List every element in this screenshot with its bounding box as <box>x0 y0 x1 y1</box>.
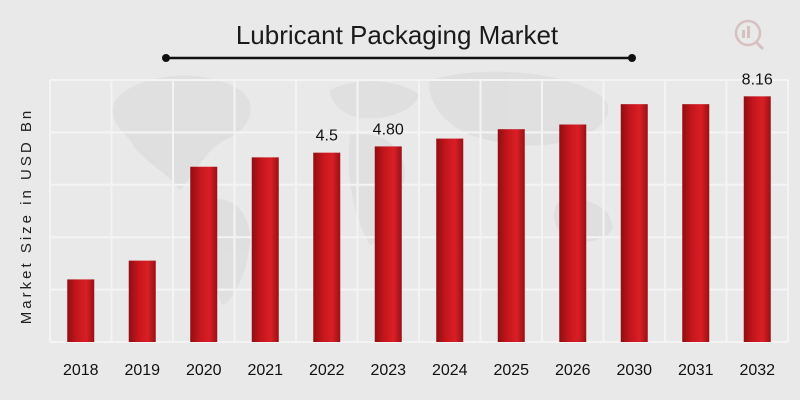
bar-2023 <box>374 146 402 342</box>
x-tick-label-2023: 2023 <box>370 362 406 379</box>
chart-grid <box>49 79 789 343</box>
data-label-2022: 4.5 <box>316 128 338 145</box>
bars-group <box>67 96 771 342</box>
x-tick-label-2018: 2018 <box>63 362 99 379</box>
world-map-backdrop <box>112 71 613 305</box>
data-labels: 4.5 4.80 8.16 <box>316 71 773 144</box>
x-tick-label-2032: 2032 <box>739 362 775 379</box>
bar-2030 <box>620 104 648 342</box>
x-tick-label-2030: 2030 <box>616 362 652 379</box>
bar-2025 <box>497 129 525 342</box>
bar-2031 <box>682 104 710 342</box>
title-underline <box>162 54 636 62</box>
x-tick-label-2021: 2021 <box>247 362 283 379</box>
x-tick-label-2026: 2026 <box>555 362 591 379</box>
bar-2021 <box>251 157 279 342</box>
bar-2032 <box>743 96 771 342</box>
data-label-2032: 8.16 <box>742 71 773 88</box>
bar-2020 <box>190 166 218 342</box>
x-tick-labels: 2018 2019 2020 2021 2022 2023 2024 2025 2026 2030… <box>63 362 775 379</box>
underline-dot-right <box>628 54 636 62</box>
bar-2019 <box>128 260 156 342</box>
bar-2018 <box>67 279 95 342</box>
bar-2022 <box>313 152 341 342</box>
y-axis-label: Market Size in USD Bn <box>18 108 35 324</box>
chart-title: Lubricant Packaging Market <box>236 20 559 50</box>
bar-2024 <box>436 138 464 342</box>
bar-2026 <box>559 124 587 342</box>
x-tick-label-2025: 2025 <box>493 362 529 379</box>
brand-logo-icon <box>734 19 765 51</box>
x-tick-label-2019: 2019 <box>124 362 160 379</box>
x-tick-label-2024: 2024 <box>432 362 468 379</box>
underline-dot-left <box>162 54 170 62</box>
x-tick-label-2022: 2022 <box>309 362 345 379</box>
data-label-2023: 4.80 <box>373 121 404 138</box>
x-tick-label-2020: 2020 <box>186 362 222 379</box>
x-tick-label-2031: 2031 <box>678 362 714 379</box>
